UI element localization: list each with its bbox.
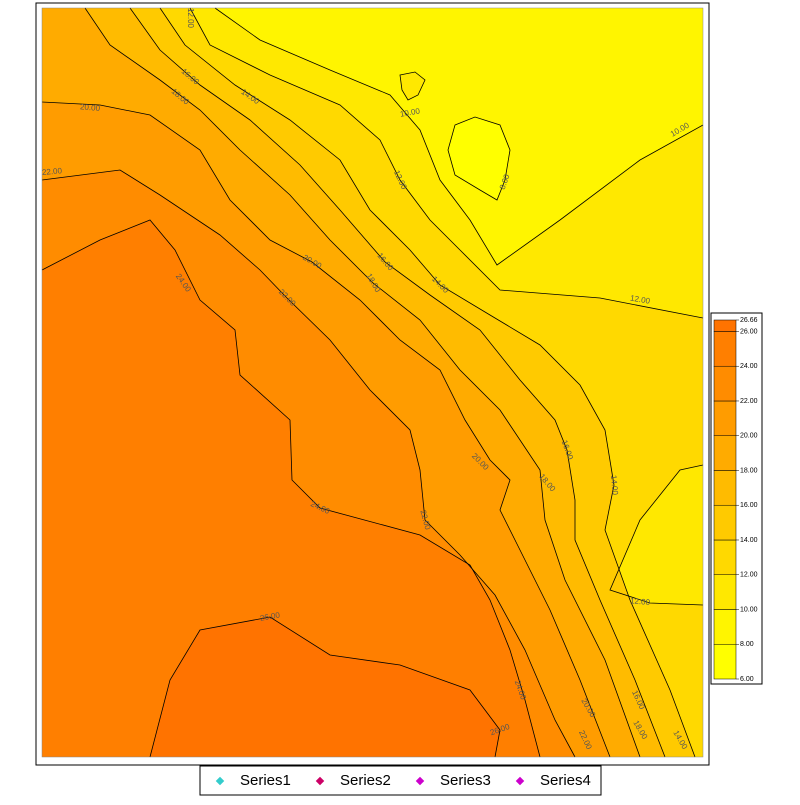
- contour-label: 12.00: [186, 8, 195, 29]
- contour-region: [42, 220, 540, 757]
- contour-label: 26.00: [259, 610, 281, 622]
- colorbar-tick-label: 24.00: [740, 363, 758, 370]
- colorbar-tick-label: 8.00: [740, 641, 754, 648]
- contour-line: [41, 219, 541, 758]
- legend-label: Series2: [340, 772, 391, 789]
- contour-label: 12.00: [629, 293, 651, 305]
- contour-lines: [41, 7, 704, 758]
- contour-region: [399, 71, 426, 101]
- colorbar-band: [713, 539, 737, 575]
- colorbar-tick-label: 18.00: [740, 467, 758, 474]
- contour-label: 20.00: [80, 102, 101, 113]
- legend-label: Series3: [440, 772, 491, 789]
- contour-line: [189, 7, 704, 319]
- colorbar-band: [713, 435, 737, 471]
- contour-line: [159, 7, 696, 758]
- contour-label: 22.00: [42, 166, 63, 177]
- colorbar-band: [713, 331, 737, 367]
- colorbar-tick-label: 12.00: [740, 572, 758, 579]
- contour-line: [129, 7, 666, 758]
- colorbar-tick-label: 10.00: [740, 606, 758, 613]
- contour-line: [41, 169, 576, 758]
- colorbar-band: [713, 643, 737, 680]
- colorbar-band: [713, 400, 737, 436]
- contour-line: [149, 616, 501, 758]
- colorbar-band: [713, 365, 737, 402]
- legend-marker: [515, 776, 525, 786]
- colorbar-tick-label: 16.00: [740, 502, 758, 509]
- colorbar-tick-label: 20.00: [740, 433, 758, 440]
- contour-line: [84, 7, 641, 758]
- contour-region: [150, 617, 500, 757]
- contour-label: 12.00: [630, 596, 651, 607]
- colorbar-band: [713, 574, 737, 610]
- colorbar-band: [713, 319, 737, 332]
- plot-border: [41, 7, 704, 758]
- legend-marker: [315, 776, 325, 786]
- colorbar-band: [713, 609, 737, 645]
- contour-label: 10.00: [399, 106, 421, 118]
- legend-box: [199, 765, 602, 796]
- contour-label: 14.00: [609, 475, 620, 496]
- contour-line: [609, 464, 704, 606]
- colorbar-tick-label: 26.00: [740, 328, 758, 335]
- contour-region: [447, 116, 511, 201]
- colorbar-band: [713, 470, 737, 506]
- colorbar-band: [713, 504, 737, 541]
- colorbar-tick-label: 22.00: [740, 398, 758, 405]
- colorbar-tick-label: 14.00: [740, 537, 758, 544]
- legend-label: Series1: [240, 772, 291, 789]
- colorbar-tick-label: 6.00: [740, 676, 754, 683]
- contour-fills: [42, 8, 703, 757]
- colorbar-tick-label: 26.66: [740, 317, 758, 324]
- legend-label: Series4: [540, 772, 591, 789]
- legend-marker: [415, 776, 425, 786]
- contour-line: [41, 101, 611, 758]
- contour-line: [214, 7, 704, 266]
